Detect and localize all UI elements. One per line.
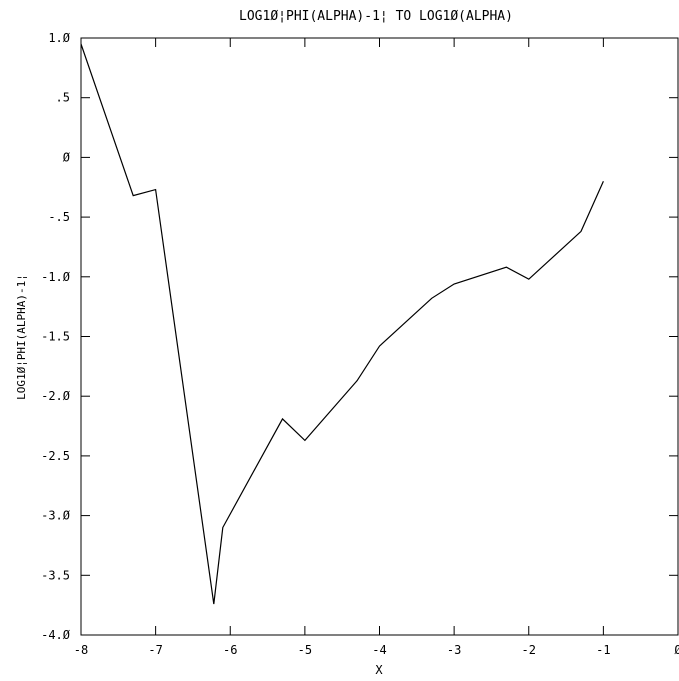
y-tick-label: -.5 <box>48 210 70 224</box>
y-tick-label: -2.5 <box>41 449 70 463</box>
y-axis-label: LOG1Ø¦PHI(ALPHA)-1¦ <box>15 274 28 400</box>
y-tick-label: -4.Ø <box>41 628 71 642</box>
x-tick-label: -4 <box>372 643 386 657</box>
x-tick-label: -3 <box>447 643 461 657</box>
x-tick-label: -2 <box>522 643 536 657</box>
x-tick-label: -7 <box>148 643 162 657</box>
x-tick-label: -8 <box>74 643 88 657</box>
y-tick-label: Ø <box>63 150 71 164</box>
x-tick-label: -1 <box>596 643 610 657</box>
y-axis: 1.Ø .5 Ø -.5 -1.Ø -1.5 -2.Ø -2.5 -3.Ø -3.5 -4.Ø <box>41 31 678 642</box>
series-line <box>80 43 604 605</box>
y-tick-label: 1.Ø <box>48 31 70 45</box>
x-tick-label: -6 <box>223 643 237 657</box>
x-axis: -8 -7 -6 -5 -4 -3 -2 -1 Ø <box>74 38 679 657</box>
y-tick-label: -3.5 <box>41 568 70 582</box>
x-axis-label: X <box>375 663 383 677</box>
y-tick-label: -3.Ø <box>41 509 71 523</box>
x-tick-label: -5 <box>298 643 312 657</box>
plot-frame <box>80 37 679 636</box>
x-tick-label: Ø <box>674 643 679 657</box>
series-layer <box>80 43 604 605</box>
y-tick-label: .5 <box>56 91 70 105</box>
y-tick-label: -2.Ø <box>41 389 71 403</box>
y-tick-label: -1.5 <box>41 330 70 344</box>
chart-title: LOG1Ø¦PHI(ALPHA)-1¦ TO LOG1Ø(ALPHA) <box>239 9 513 24</box>
y-tick-label: -1.Ø <box>41 270 71 284</box>
